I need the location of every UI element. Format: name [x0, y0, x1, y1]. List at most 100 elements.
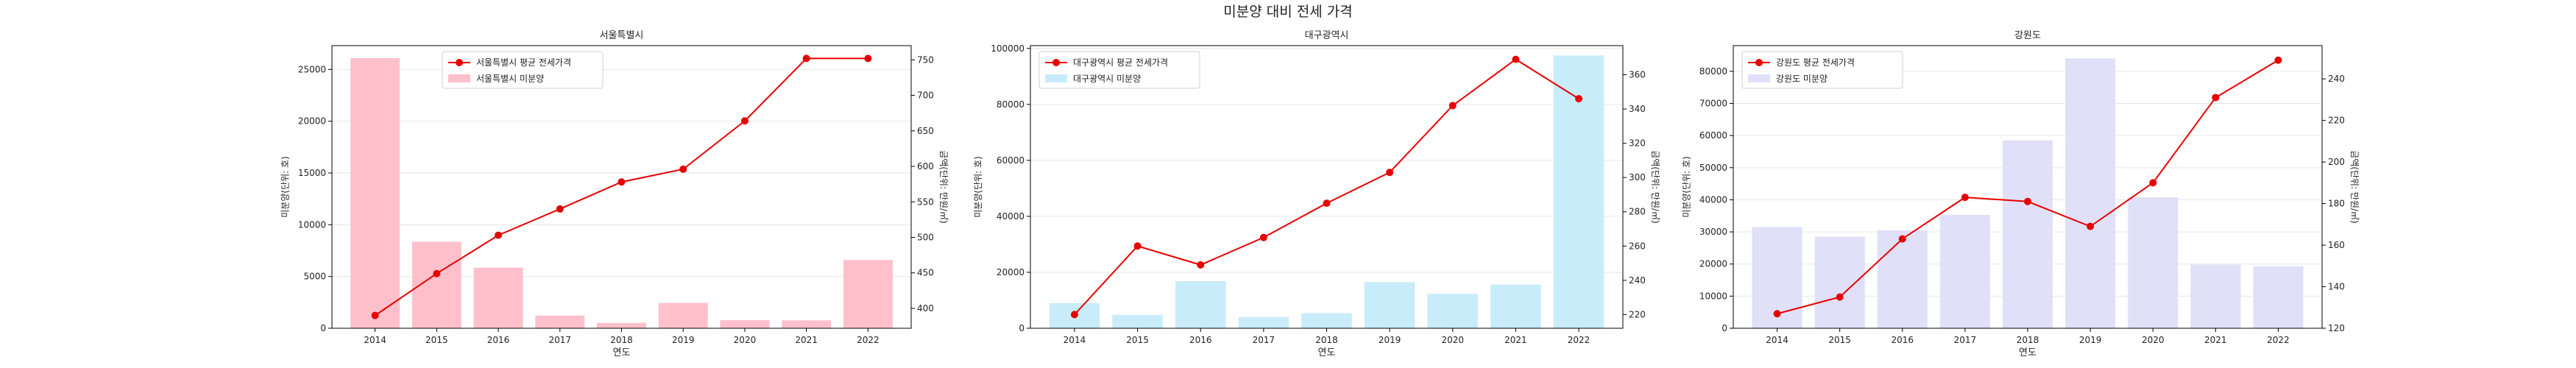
y-left-axis-label: 미분양(단위: 호) — [1682, 156, 1692, 217]
price-point-2015 — [433, 269, 441, 277]
bar-2019 — [1364, 282, 1415, 328]
price-point-2015 — [1836, 293, 1844, 301]
panel-title: 서울특별시 — [600, 30, 644, 41]
legend-bar-label: 대구광역시 미분양 — [1073, 74, 1141, 84]
legend-line-marker — [1755, 59, 1763, 66]
y-left-tick-label: 0 — [1722, 323, 1727, 333]
price-point-2016 — [495, 231, 503, 239]
price-point-2021 — [1512, 55, 1520, 63]
bar-2018 — [2002, 140, 2053, 328]
price-point-2017 — [1259, 233, 1267, 241]
price-point-2015 — [1133, 242, 1142, 250]
x-tick-label: 2017 — [1954, 335, 1977, 345]
legend-line-label: 대구광역시 평균 전세가격 — [1073, 57, 1168, 68]
price-point-2022 — [2274, 56, 2282, 64]
y-left-tick-label: 30000 — [1699, 227, 1727, 237]
legend-box — [442, 51, 604, 89]
price-point-2022 — [864, 54, 872, 63]
y-right-tick-label: 450 — [917, 268, 934, 278]
price-point-2014 — [371, 311, 379, 319]
y-right-tick-label: 260 — [1629, 241, 1646, 251]
legend-bar-label: 강원도 미분양 — [1776, 74, 1827, 84]
price-point-2018 — [618, 178, 626, 186]
y-left-tick-label: 80000 — [997, 99, 1025, 110]
y-right-tick-label: 320 — [1629, 138, 1646, 149]
y-right-tick-label: 750 — [917, 54, 934, 65]
bar-2020 — [1427, 294, 1479, 328]
y-right-tick-label: 160 — [2328, 240, 2345, 250]
x-tick-label: 2016 — [487, 335, 510, 345]
y-left-tick-label: 15000 — [298, 168, 326, 178]
bar-2018 — [597, 322, 646, 328]
x-tick-label: 2017 — [549, 335, 572, 345]
x-tick-label: 2015 — [1828, 335, 1851, 345]
x-tick-label: 2015 — [425, 335, 448, 345]
y-left-tick-label: 70000 — [1699, 99, 1727, 109]
x-tick-label: 2017 — [1253, 335, 1275, 345]
x-tick-label: 2019 — [2079, 335, 2102, 345]
y-right-tick-label: 650 — [917, 126, 934, 136]
x-axis-label: 연도 — [613, 347, 631, 358]
bar-2015 — [1814, 236, 1865, 328]
y-left-tick-label: 5000 — [303, 272, 326, 282]
price-point-2020 — [740, 117, 749, 125]
legend-box — [1038, 51, 1200, 89]
price-point-2019 — [1386, 169, 1394, 177]
y-left-tick-label: 20000 — [997, 267, 1025, 277]
y-left-tick-label: 0 — [1019, 323, 1025, 333]
x-axis-label: 연도 — [1318, 347, 1336, 358]
y-right-tick-label: 220 — [2328, 116, 2345, 126]
price-point-2018 — [2024, 197, 2031, 205]
y-left-axis-label: 미분양(단위: 호) — [973, 156, 983, 217]
y-left-tick-label: 25000 — [298, 64, 326, 74]
x-tick-label: 2020 — [1442, 335, 1465, 345]
x-tick-label: 2021 — [2204, 335, 2227, 345]
legend-line-marker — [456, 59, 463, 66]
price-point-2022 — [1575, 95, 1583, 103]
bar-2016 — [1877, 230, 1928, 328]
y-right-tick-label: 220 — [1629, 309, 1646, 319]
x-tick-label: 2016 — [1892, 335, 1914, 345]
y-left-tick-label: 20000 — [298, 116, 326, 127]
x-tick-label: 2020 — [2142, 335, 2165, 345]
price-point-2020 — [1448, 102, 1457, 110]
price-point-2014 — [1070, 311, 1078, 319]
y-right-tick-label: 360 — [1629, 70, 1646, 80]
y-left-tick-label: 0 — [320, 323, 326, 333]
price-point-2014 — [1773, 310, 1781, 318]
bar-2021 — [2190, 264, 2241, 328]
y-right-tick-label: 120 — [2328, 323, 2345, 333]
price-point-2016 — [1197, 261, 1205, 269]
x-tick-label: 2020 — [734, 335, 757, 345]
y-left-tick-label: 80000 — [1699, 66, 1727, 77]
y-left-tick-label: 60000 — [997, 155, 1025, 166]
x-tick-label: 2019 — [1379, 335, 1401, 345]
y-left-axis-label: 미분양(단위: 호) — [280, 156, 291, 217]
legend-box — [1741, 51, 1903, 89]
panel-title: 대구광역시 — [1305, 30, 1349, 41]
y-left-tick-label: 20000 — [1699, 259, 1727, 269]
y-right-tick-label: 340 — [1629, 104, 1646, 114]
bar-2016 — [473, 267, 523, 328]
y-right-tick-label: 550 — [917, 197, 934, 207]
legend-line-label: 강원도 평균 전세가격 — [1776, 57, 1855, 68]
price-point-2016 — [1898, 235, 1906, 243]
x-tick-label: 2018 — [1315, 335, 1338, 345]
y-left-tick-label: 10000 — [1699, 291, 1727, 301]
bar-2015 — [1112, 314, 1163, 328]
legend-bar-label: 서울특별시 미분양 — [476, 74, 544, 84]
y-right-tick-label: 500 — [917, 233, 934, 243]
y-right-tick-label: 140 — [2328, 282, 2345, 292]
y-right-tick-label: 400 — [917, 303, 934, 314]
chart-panel-2: 대구광역시 2014 2015 2016 2017 2018 2019 2020 2021 202… — [973, 30, 1660, 358]
x-tick-label: 2015 — [1126, 335, 1149, 345]
y-right-axis-label: 금액(단위: 만원/㎡) — [2349, 150, 2360, 224]
y-right-tick-label: 200 — [2328, 157, 2345, 167]
x-tick-label: 2014 — [364, 335, 386, 345]
price-point-2019 — [2087, 222, 2095, 230]
legend-line-label: 서울특별시 평균 전세가격 — [476, 57, 571, 68]
